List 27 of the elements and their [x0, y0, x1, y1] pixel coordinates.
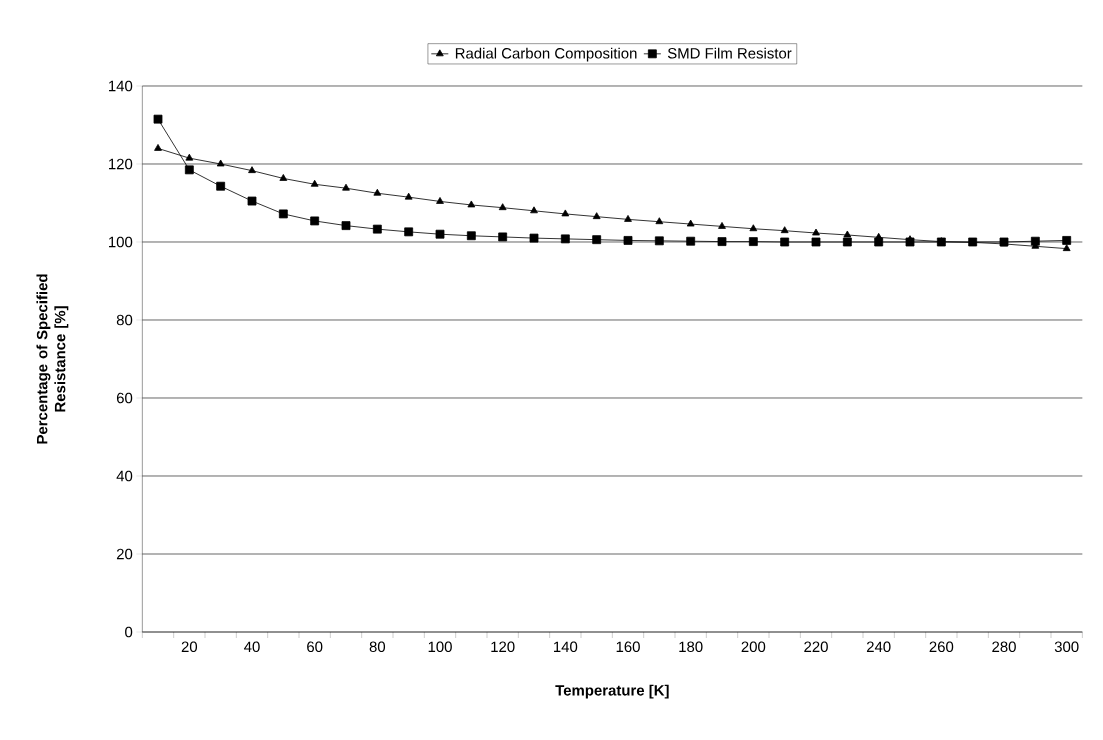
- x-tick-label: 80: [369, 641, 386, 653]
- x-tick-label: 60: [307, 641, 323, 653]
- y-tick-label: 120: [109, 158, 133, 170]
- x-tick-label: 180: [679, 641, 703, 653]
- legend-label: SMD Film Resistor: [667, 47, 792, 59]
- x-tick-label: 160: [616, 641, 640, 653]
- y-tick-label: 40: [116, 470, 133, 482]
- y-tick-label: 80: [116, 314, 133, 326]
- x-tick-label: 40: [244, 641, 260, 653]
- x-tick-label: 120: [491, 641, 515, 653]
- x-tick-label: 200: [741, 641, 766, 653]
- x-tick-label: 240: [866, 641, 891, 653]
- y-tick-label: 140: [109, 80, 133, 92]
- x-tick-label: 140: [554, 641, 578, 653]
- y-axis-title: Percentage of Specified Resistance [%]: [36, 274, 69, 444]
- x-tick-label: 220: [804, 641, 828, 653]
- y-tick-label: 20: [116, 548, 133, 560]
- y-tick-label: 100: [109, 236, 133, 248]
- x-tick-label: 20: [181, 641, 198, 653]
- y-tick-label: 0: [125, 626, 133, 638]
- x-tick-label: 280: [992, 641, 1016, 653]
- x-tick-label: 100: [428, 641, 452, 653]
- y-tick-label: 60: [116, 392, 133, 404]
- legend-label: Radial Carbon Composition: [455, 47, 637, 62]
- x-axis-title: Temperature [K]: [555, 684, 669, 699]
- x-tick-label: 300: [1054, 641, 1079, 653]
- x-tick-label: 260: [929, 641, 954, 653]
